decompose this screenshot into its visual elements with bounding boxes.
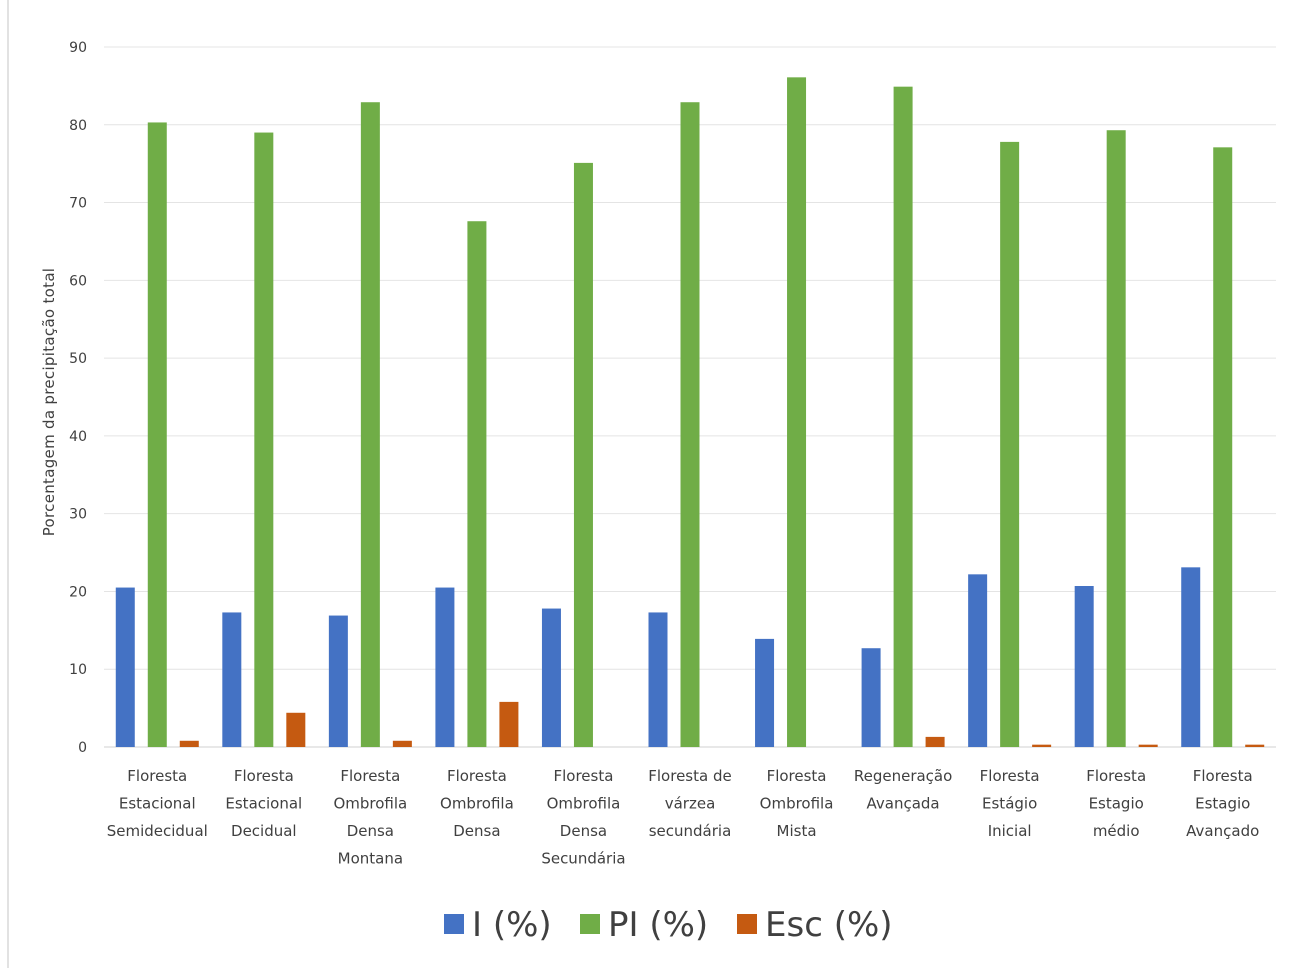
bar-i-1 bbox=[222, 612, 242, 747]
bar-esc-9 bbox=[1138, 744, 1158, 747]
category-label: Floresta Estagio Avançado bbox=[1186, 767, 1259, 840]
y-tick-label: 30 bbox=[69, 507, 87, 523]
bar-i-0 bbox=[115, 587, 135, 747]
bar-esc-8 bbox=[1032, 744, 1052, 747]
bar-i-4 bbox=[541, 608, 561, 747]
bar-pi-0 bbox=[147, 122, 167, 747]
y-tick-label: 90 bbox=[69, 40, 87, 56]
bar-pi-5 bbox=[680, 102, 700, 747]
bar-i-3 bbox=[435, 587, 455, 747]
bar-pi-7 bbox=[893, 86, 913, 747]
y-tick-label: 60 bbox=[69, 273, 87, 289]
bar-esc-1 bbox=[286, 712, 306, 747]
legend-label: PI (%) bbox=[608, 905, 708, 945]
category-label: Regeneração Avançada bbox=[854, 767, 952, 813]
category-label: Floresta Ombrofila Densa Montana bbox=[333, 767, 407, 868]
legend-swatch bbox=[580, 914, 600, 934]
bar-esc-10 bbox=[1245, 744, 1265, 747]
bar-i-5 bbox=[648, 612, 668, 747]
legend-swatch bbox=[444, 914, 464, 934]
bar-i-6 bbox=[755, 638, 775, 747]
bar-esc-7 bbox=[925, 736, 945, 747]
legend: I (%) PI (%) Esc (%) bbox=[444, 905, 893, 945]
bar-i-2 bbox=[328, 615, 348, 747]
category-label: Floresta de várzea secundária bbox=[648, 767, 731, 840]
category-label: Floresta Estágio Inicial bbox=[980, 767, 1040, 840]
category-label: Floresta Estacional Semidecidual bbox=[107, 767, 208, 840]
y-tick-label: 80 bbox=[69, 118, 87, 134]
bar-pi-9 bbox=[1106, 130, 1126, 747]
category-label: Floresta Estagio médio bbox=[1086, 767, 1146, 840]
y-tick-label: 70 bbox=[69, 196, 87, 212]
y-tick-label: 10 bbox=[69, 662, 87, 678]
bar-pi-4 bbox=[573, 162, 593, 747]
legend-item: PI (%) bbox=[580, 905, 708, 945]
legend-label: Esc (%) bbox=[765, 905, 893, 945]
bar-i-8 bbox=[968, 574, 988, 747]
bar-i-10 bbox=[1181, 567, 1201, 747]
bar-pi-3 bbox=[467, 221, 487, 747]
category-label: Floresta Ombrofila Densa bbox=[440, 767, 514, 840]
bars bbox=[115, 77, 1265, 748]
category-label: Floresta Estacional Decidual bbox=[225, 767, 302, 840]
bar-pi-2 bbox=[360, 102, 380, 747]
bar-i-7 bbox=[861, 648, 881, 747]
legend-item: I (%) bbox=[444, 905, 552, 945]
category-label: Floresta Ombrofila Mista bbox=[760, 767, 834, 840]
category-label: Floresta Ombrofila Densa Secundária bbox=[541, 767, 625, 868]
y-tick-label: 40 bbox=[69, 429, 87, 445]
bar-pi-1 bbox=[254, 132, 274, 748]
y-tick-label: 0 bbox=[78, 740, 87, 756]
legend-label: I (%) bbox=[472, 905, 552, 945]
y-tick-label: 50 bbox=[69, 351, 87, 367]
y-tick-labels: 0 10 20 30 40 50 60 70 80 90 bbox=[69, 40, 87, 756]
legend-item: Esc (%) bbox=[737, 905, 893, 945]
y-tick-label: 20 bbox=[69, 584, 87, 600]
bar-esc-2 bbox=[392, 740, 412, 747]
bar-esc-0 bbox=[179, 740, 199, 747]
legend-swatch bbox=[737, 914, 757, 934]
bar-pi-8 bbox=[1000, 141, 1020, 747]
bar-pi-10 bbox=[1213, 147, 1233, 748]
bar-i-9 bbox=[1074, 586, 1094, 747]
bar-pi-6 bbox=[787, 77, 807, 748]
y-axis-title: Porcentagem da precipitação total bbox=[40, 268, 58, 537]
bar-esc-3 bbox=[499, 701, 519, 747]
